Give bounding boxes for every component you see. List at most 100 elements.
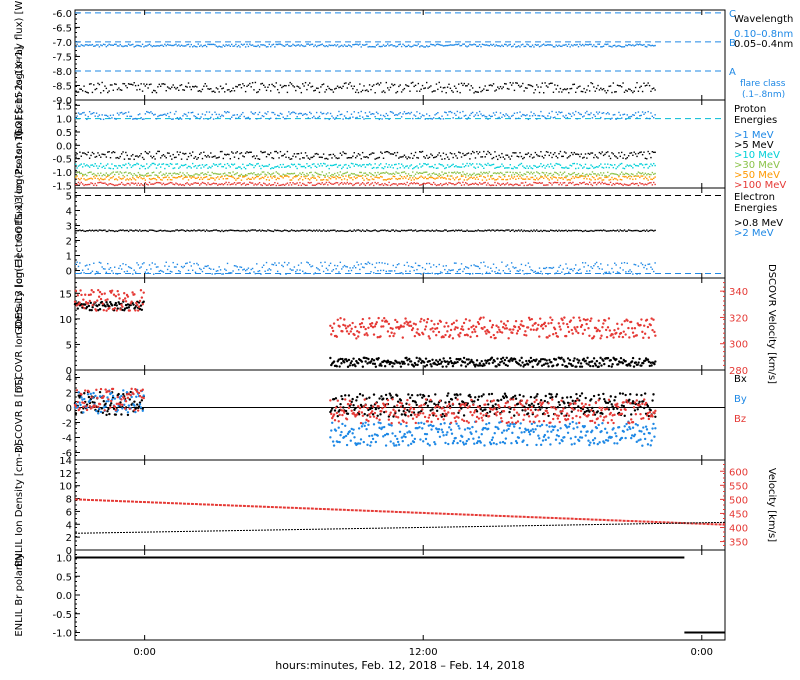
data-point bbox=[321, 113, 323, 115]
data-point bbox=[583, 45, 585, 47]
data-point bbox=[552, 91, 555, 93]
data-point bbox=[633, 45, 635, 47]
data-point bbox=[541, 171, 544, 174]
data-point bbox=[471, 230, 474, 232]
data-point bbox=[522, 174, 524, 177]
data-point bbox=[332, 229, 335, 231]
data-point bbox=[630, 173, 633, 175]
data-point bbox=[512, 167, 514, 170]
data-point bbox=[271, 111, 273, 114]
data-point bbox=[218, 45, 220, 47]
data-point bbox=[636, 229, 638, 232]
data-point bbox=[317, 116, 319, 119]
y-tick-label: 4 bbox=[66, 207, 72, 218]
data-point bbox=[224, 230, 226, 232]
data-point bbox=[108, 174, 110, 177]
data-point bbox=[414, 323, 417, 326]
data-point bbox=[549, 176, 552, 179]
data-point bbox=[377, 171, 379, 174]
data-point bbox=[144, 113, 147, 115]
data-point bbox=[593, 156, 595, 159]
data-point bbox=[303, 85, 305, 87]
data-point bbox=[529, 178, 531, 180]
data-point bbox=[244, 184, 247, 186]
data-point bbox=[440, 360, 443, 364]
data-point bbox=[233, 173, 236, 176]
data-point bbox=[278, 157, 280, 159]
data-point bbox=[510, 174, 513, 176]
data-point bbox=[76, 43, 78, 46]
data-point bbox=[607, 176, 609, 178]
data-point bbox=[119, 112, 121, 114]
data-point bbox=[169, 270, 172, 273]
data-point bbox=[205, 111, 208, 113]
data-point bbox=[624, 360, 627, 363]
data-point bbox=[331, 115, 333, 117]
data-point bbox=[282, 265, 284, 268]
data-point bbox=[288, 84, 290, 87]
data-point bbox=[480, 261, 482, 264]
data-point bbox=[559, 230, 562, 232]
data-point bbox=[353, 176, 355, 178]
data-point bbox=[374, 181, 376, 184]
data-point bbox=[84, 303, 87, 306]
data-point bbox=[505, 178, 507, 181]
data-point bbox=[368, 153, 371, 156]
data-point bbox=[249, 230, 251, 232]
data-point bbox=[575, 229, 577, 232]
data-point bbox=[101, 175, 103, 177]
data-point bbox=[254, 176, 257, 179]
data-point bbox=[483, 114, 485, 117]
data-point bbox=[194, 230, 197, 232]
data-point bbox=[353, 85, 355, 87]
data-point bbox=[431, 272, 433, 274]
data-point bbox=[226, 177, 229, 180]
data-point bbox=[147, 272, 149, 274]
data-point bbox=[399, 177, 401, 180]
data-point bbox=[583, 266, 585, 268]
data-point bbox=[282, 230, 284, 232]
data-point bbox=[462, 110, 464, 113]
data-point bbox=[467, 267, 470, 269]
data-point bbox=[279, 163, 282, 166]
data-point bbox=[594, 115, 596, 118]
data-point bbox=[235, 229, 237, 232]
data-point bbox=[481, 179, 484, 181]
data-point bbox=[164, 83, 166, 86]
data-point bbox=[132, 177, 134, 179]
data-point bbox=[265, 261, 268, 264]
data-point bbox=[104, 153, 106, 156]
data-point bbox=[131, 291, 134, 294]
data-point bbox=[114, 266, 116, 268]
data-point bbox=[261, 44, 264, 46]
data-point bbox=[100, 177, 102, 180]
data-point bbox=[480, 175, 482, 177]
data-point bbox=[303, 157, 305, 159]
data-point bbox=[171, 179, 173, 181]
right-axis-label: DSCOVR Velocity [km/s] bbox=[766, 264, 777, 384]
data-point bbox=[529, 45, 531, 48]
data-point bbox=[331, 229, 333, 232]
data-point bbox=[646, 183, 648, 186]
data-point bbox=[526, 363, 530, 366]
data-point bbox=[588, 90, 591, 92]
data-point bbox=[208, 88, 211, 90]
data-point bbox=[194, 271, 197, 274]
data-point bbox=[393, 163, 396, 166]
data-point bbox=[102, 178, 105, 181]
data-point bbox=[75, 302, 79, 305]
data-point bbox=[452, 91, 454, 93]
data-point bbox=[268, 153, 271, 156]
data-point bbox=[330, 333, 333, 336]
data-point bbox=[469, 89, 471, 91]
data-point bbox=[115, 178, 117, 180]
data-point bbox=[215, 87, 218, 89]
data-point bbox=[251, 164, 254, 166]
data-point bbox=[558, 44, 560, 47]
data-point bbox=[455, 87, 457, 90]
data-point bbox=[357, 361, 360, 365]
data-point bbox=[431, 358, 434, 362]
data-point bbox=[79, 289, 82, 292]
data-point bbox=[272, 175, 275, 178]
data-point bbox=[137, 230, 140, 232]
